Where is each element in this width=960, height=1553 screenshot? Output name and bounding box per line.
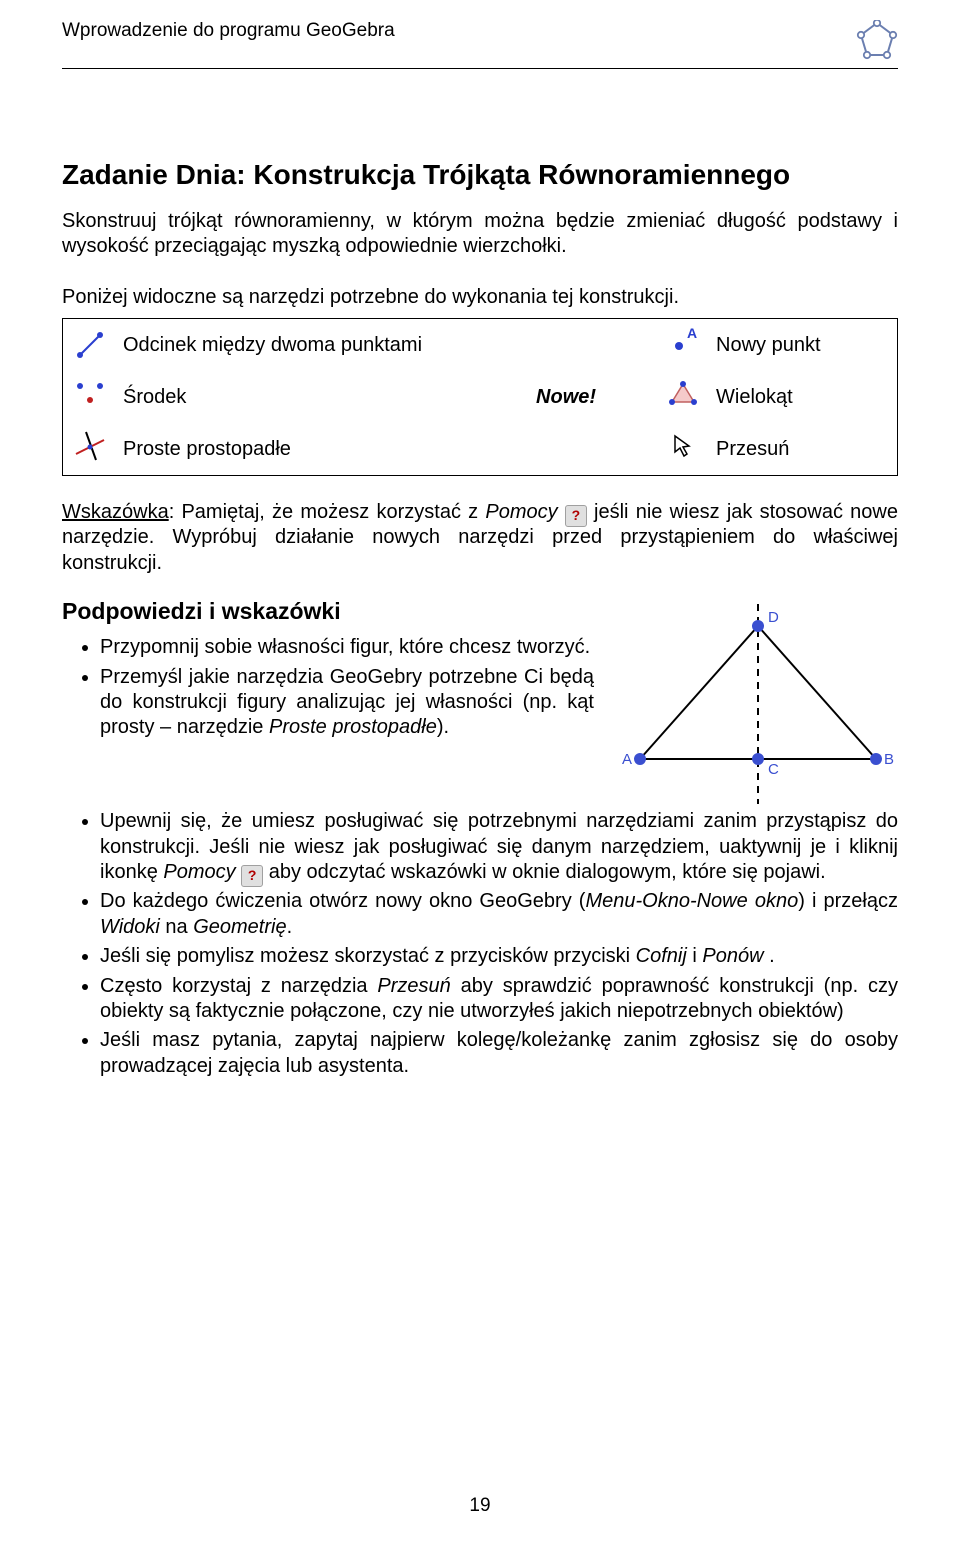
tool-name-segment: Odcinek między dwoma punktami [117, 319, 616, 371]
section-heading: Podpowiedzi i wskazówki [62, 598, 594, 625]
list-item: Jeśli masz pytania, zapytaj najpierw kol… [100, 1028, 898, 1079]
svg-text:C: C [768, 761, 779, 778]
tool-name-perpendicular: Proste prostopadłe [117, 423, 616, 475]
svg-text:A: A [622, 751, 632, 768]
perpendicular-tool-icon [63, 423, 117, 475]
new-point-tool-icon: A [656, 319, 710, 371]
svg-text:A: A [687, 326, 697, 341]
help-icon: ? [241, 865, 263, 887]
header-title: Wprowadzenie do programu GeoGebra [62, 20, 395, 42]
tools-intro: Poniżej widoczne są narzędzi potrzebne d… [62, 285, 898, 310]
hint-text-before: : Pamiętaj, że możesz korzystać z [169, 501, 486, 523]
list-item: Często korzystaj z narzędzia Przesuń aby… [100, 974, 898, 1025]
list-item: Przypomnij sobie własności figur, które … [100, 635, 594, 660]
tools-table: Odcinek między dwoma punktami A Nowy pun… [62, 318, 898, 476]
hint-label: Wskazówka [62, 501, 169, 523]
page-title: Zadanie Dnia: Konstrukcja Trójkąta Równo… [62, 159, 898, 191]
svg-text:B: B [884, 751, 894, 768]
new-badge: Nowe! [350, 371, 616, 423]
table-row: Odcinek między dwoma punktami A Nowy pun… [63, 319, 897, 371]
tool-name-midpoint: Środek [117, 371, 350, 423]
polygon-tool-icon [656, 371, 710, 423]
hint-pomocy: Pomocy [485, 501, 557, 523]
geogebra-logo-icon [856, 20, 898, 62]
tips-list: Przypomnij sobie własności figur, które … [62, 635, 594, 741]
svg-text:D: D [768, 609, 779, 626]
intro-paragraph: Skonstruuj trójkąt równoramienny, w któr… [62, 209, 898, 259]
midpoint-tool-icon [63, 371, 117, 423]
hint-paragraph: Wskazówka: Pamiętaj, że możesz korzystać… [62, 500, 898, 576]
table-row: Środek Nowe! Wielokąt [63, 371, 897, 423]
tool-name-move: Przesuń [710, 423, 897, 475]
page-number: 19 [0, 1495, 960, 1517]
list-item: Jeśli się pomylisz możesz skorzystać z p… [100, 944, 898, 969]
header-rule [62, 68, 898, 69]
table-row: Proste prostopadłe Przesuń [63, 423, 897, 475]
list-item: Do każdego ćwiczenia otwórz nowy okno Ge… [100, 889, 898, 940]
help-icon: ? [565, 505, 587, 527]
list-item: Upewnij się, że umiesz posługiwać się po… [100, 809, 898, 885]
list-item: Przemyśl jakie narzędzia GeoGebry potrze… [100, 665, 594, 741]
tool-name-newpoint: Nowy punkt [710, 319, 897, 371]
page-header: Wprowadzenie do programu GeoGebra [62, 20, 898, 66]
tool-name-polygon: Wielokąt [710, 371, 897, 423]
triangle-figure: A B C D [618, 598, 898, 809]
tips-list-continued: Upewnij się, że umiesz posługiwać się po… [62, 809, 898, 1079]
segment-tool-icon [63, 319, 117, 371]
move-tool-icon [656, 423, 710, 475]
